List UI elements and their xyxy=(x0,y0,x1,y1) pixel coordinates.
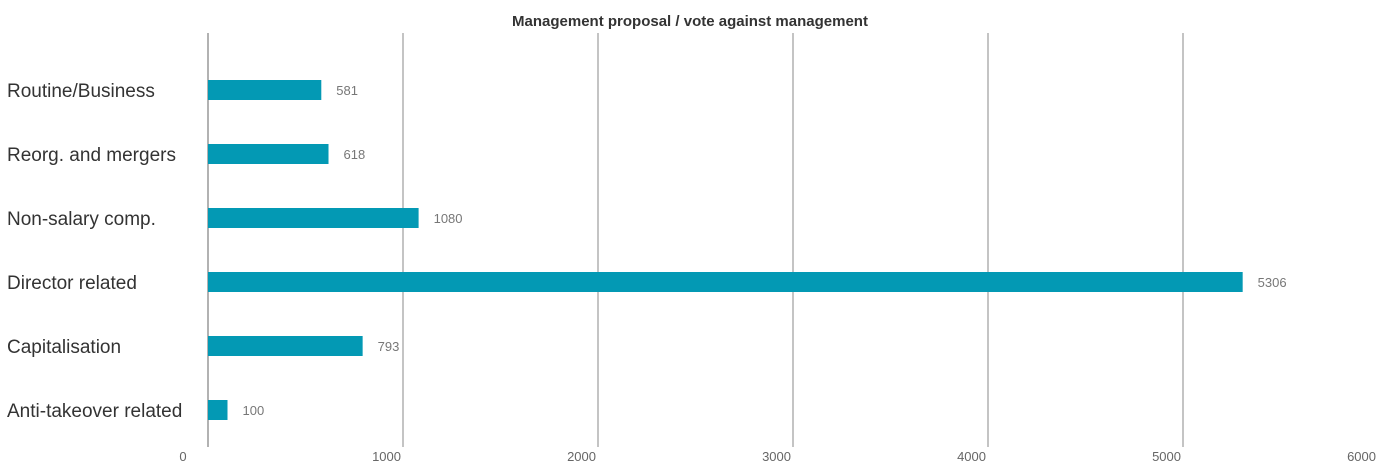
category-label: Routine/Business xyxy=(7,81,155,102)
bar xyxy=(208,400,228,420)
category-labels: Routine/Business Reorg. and mergers Non-sa… xyxy=(7,81,182,422)
x-tick-label: 1000 xyxy=(372,449,401,464)
category-label: Non-salary comp. xyxy=(7,209,156,230)
category-label: Anti-takeover related xyxy=(7,401,182,422)
x-tick-label: 0 xyxy=(179,449,186,464)
bars xyxy=(208,80,1243,420)
data-label: 581 xyxy=(336,83,358,98)
x-tick-label: 2000 xyxy=(567,449,596,464)
x-tick-label: 5000 xyxy=(1152,449,1181,464)
data-label: 618 xyxy=(344,147,366,162)
x-tick-label: 4000 xyxy=(957,449,986,464)
x-tick-label: 3000 xyxy=(762,449,791,464)
bar xyxy=(208,272,1243,292)
gridlines xyxy=(207,33,1184,447)
category-label: Reorg. and mergers xyxy=(7,145,176,166)
category-label: Capitalisation xyxy=(7,337,121,358)
data-label: 100 xyxy=(243,403,265,418)
bar xyxy=(208,208,419,228)
data-label: 5306 xyxy=(1258,275,1287,290)
data-label: 1080 xyxy=(434,211,463,226)
x-axis-tick-labels: 0 1000 2000 3000 4000 5000 6000 xyxy=(179,449,1376,464)
bar xyxy=(208,336,363,356)
data-label: 793 xyxy=(378,339,400,354)
bar xyxy=(208,80,322,100)
bar xyxy=(208,144,329,164)
category-label: Director related xyxy=(7,273,137,294)
value-labels: 581 618 1080 5306 793 100 xyxy=(243,83,1287,418)
chart-title: Management proposal / vote against manag… xyxy=(512,13,868,30)
x-tick-label: 6000 xyxy=(1347,449,1376,464)
